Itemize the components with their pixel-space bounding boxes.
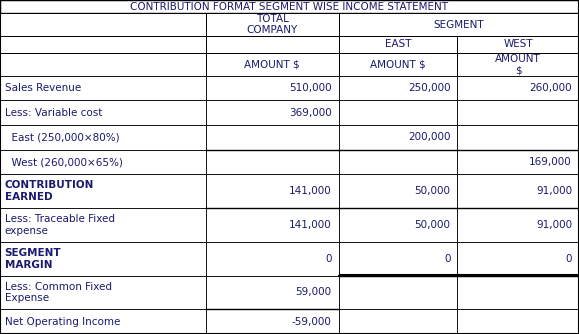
Bar bbox=[457, 36, 579, 53]
Bar bbox=[457, 208, 579, 242]
Bar bbox=[0, 36, 206, 53]
Text: 91,000: 91,000 bbox=[536, 220, 572, 230]
Bar bbox=[206, 242, 339, 276]
Text: 0: 0 bbox=[325, 254, 332, 264]
Bar bbox=[339, 53, 457, 76]
Bar bbox=[206, 101, 339, 125]
Bar bbox=[0, 276, 206, 309]
Text: Less: Variable cost: Less: Variable cost bbox=[5, 108, 102, 118]
Text: 369,000: 369,000 bbox=[289, 108, 332, 118]
Bar bbox=[206, 276, 339, 309]
Text: 50,000: 50,000 bbox=[415, 186, 450, 196]
Bar bbox=[457, 125, 579, 150]
Bar bbox=[339, 76, 457, 101]
Bar bbox=[206, 125, 339, 150]
Bar bbox=[0, 242, 206, 276]
Text: 0: 0 bbox=[566, 254, 572, 264]
Text: 510,000: 510,000 bbox=[289, 83, 332, 93]
Bar bbox=[457, 174, 579, 208]
Text: CONTRIBUTION FORMAT SEGMENT WISE INCOME STATEMENT: CONTRIBUTION FORMAT SEGMENT WISE INCOME … bbox=[130, 2, 449, 12]
Bar bbox=[339, 242, 457, 276]
Text: CONTRIBUTION
EARNED: CONTRIBUTION EARNED bbox=[5, 180, 94, 202]
Text: WEST: WEST bbox=[503, 39, 533, 49]
Text: TOTAL
COMPANY: TOTAL COMPANY bbox=[247, 14, 298, 35]
Bar bbox=[339, 125, 457, 150]
Bar bbox=[457, 101, 579, 125]
Text: 141,000: 141,000 bbox=[289, 220, 332, 230]
Text: East (250,000×80%): East (250,000×80%) bbox=[5, 132, 119, 142]
Text: -59,000: -59,000 bbox=[292, 317, 332, 327]
Bar bbox=[206, 53, 339, 76]
Bar bbox=[0, 125, 206, 150]
Bar bbox=[339, 309, 457, 334]
Text: AMOUNT $: AMOUNT $ bbox=[244, 59, 300, 69]
Bar bbox=[339, 276, 457, 309]
Text: 91,000: 91,000 bbox=[536, 186, 572, 196]
Text: SEGMENT
MARGIN: SEGMENT MARGIN bbox=[5, 248, 61, 270]
Bar bbox=[206, 208, 339, 242]
Text: 0: 0 bbox=[444, 254, 450, 264]
Text: Less: Common Fixed
Expense: Less: Common Fixed Expense bbox=[5, 282, 112, 303]
Bar bbox=[457, 150, 579, 174]
Text: Net Operating Income: Net Operating Income bbox=[5, 317, 120, 327]
Bar bbox=[0, 208, 206, 242]
Text: SEGMENT: SEGMENT bbox=[434, 20, 484, 30]
Bar bbox=[206, 36, 339, 53]
Bar bbox=[0, 174, 206, 208]
Text: AMOUNT $: AMOUNT $ bbox=[370, 59, 426, 69]
Bar bbox=[206, 13, 339, 36]
Bar bbox=[339, 13, 579, 36]
Text: 200,000: 200,000 bbox=[408, 132, 450, 142]
Bar bbox=[0, 101, 206, 125]
Text: 59,000: 59,000 bbox=[296, 288, 332, 298]
Bar bbox=[0, 150, 206, 174]
Bar bbox=[457, 53, 579, 76]
Text: Less: Traceable Fixed
expense: Less: Traceable Fixed expense bbox=[5, 214, 115, 236]
Bar bbox=[457, 242, 579, 276]
Bar bbox=[339, 208, 457, 242]
Text: AMOUNT
$: AMOUNT $ bbox=[495, 53, 541, 75]
Bar bbox=[339, 101, 457, 125]
Bar bbox=[457, 276, 579, 309]
Bar bbox=[0, 0, 579, 13]
Text: 50,000: 50,000 bbox=[415, 220, 450, 230]
Bar bbox=[206, 150, 339, 174]
Bar bbox=[457, 76, 579, 101]
Bar bbox=[0, 13, 206, 36]
Bar bbox=[0, 76, 206, 101]
Bar bbox=[339, 150, 457, 174]
Text: West (260,000×65%): West (260,000×65%) bbox=[5, 157, 123, 167]
Bar bbox=[206, 174, 339, 208]
Bar bbox=[339, 174, 457, 208]
Text: 141,000: 141,000 bbox=[289, 186, 332, 196]
Bar bbox=[457, 309, 579, 334]
Bar bbox=[206, 309, 339, 334]
Bar bbox=[206, 76, 339, 101]
Bar bbox=[0, 309, 206, 334]
Text: EAST: EAST bbox=[385, 39, 411, 49]
Bar bbox=[0, 53, 206, 76]
Text: Sales Revenue: Sales Revenue bbox=[5, 83, 81, 93]
Bar bbox=[339, 36, 457, 53]
Text: 169,000: 169,000 bbox=[529, 157, 572, 167]
Text: 250,000: 250,000 bbox=[408, 83, 450, 93]
Text: 260,000: 260,000 bbox=[529, 83, 572, 93]
